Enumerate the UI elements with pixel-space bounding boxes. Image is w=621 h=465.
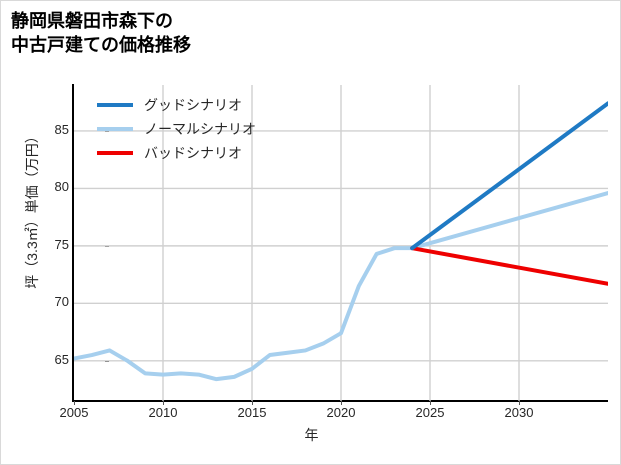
legend-label: バッドシナリオ (144, 145, 242, 161)
y-axis-label: 坪（3.3㎡）単価（万円） (24, 129, 40, 289)
x-tick-label: 2015 (237, 405, 267, 420)
x-tick-label: 2005 (59, 405, 89, 420)
x-tick-mark (341, 401, 342, 405)
y-tick-label: 80 (54, 179, 69, 195)
gridlines (74, 85, 608, 401)
legend-color-swatch (97, 151, 133, 155)
legend-color-swatch (97, 103, 133, 107)
x-tick-mark (430, 401, 431, 405)
x-axis-label: 年 (304, 427, 319, 443)
x-tick-label: 2025 (415, 405, 445, 420)
legend-item-2[interactable]: バッドシナリオ (97, 141, 256, 165)
x-axis-line (72, 400, 608, 402)
chart-title: 静岡県磐田市森下の 中古戸建ての価格推移 (11, 11, 191, 56)
plot-area (74, 85, 608, 401)
y-tick-label: 75 (54, 236, 69, 252)
y-tick-label: 70 (54, 294, 69, 310)
chart-canvas (74, 85, 608, 401)
series-lines (74, 101, 608, 382)
x-tick-label: 2030 (504, 405, 534, 420)
y-tick-labels: 65 70 75 80 85 (37, 1, 109, 464)
legend-item-0[interactable]: グッドシナリオ (97, 93, 256, 117)
x-tick-mark (163, 401, 164, 405)
y-axis-line (72, 84, 74, 402)
x-tick-mark (252, 401, 253, 405)
x-tick-mark (74, 401, 75, 405)
series-line (410, 246, 608, 286)
series-line (74, 191, 608, 382)
chart-legend: グッドシナリオ ノーマルシナリオ バッドシナリオ (97, 93, 256, 165)
legend-label: グッドシナリオ (144, 97, 242, 113)
y-tick-label: 65 (54, 351, 69, 367)
y-tick-label: 85 (54, 121, 69, 137)
x-tick-mark (519, 401, 520, 405)
series-line (410, 101, 608, 251)
legend-color-swatch (97, 127, 133, 131)
x-tick-label: 2010 (148, 405, 178, 420)
x-tick-label: 2020 (326, 405, 356, 420)
legend-label: ノーマルシナリオ (144, 121, 256, 137)
legend-item-1[interactable]: ノーマルシナリオ (97, 117, 256, 141)
